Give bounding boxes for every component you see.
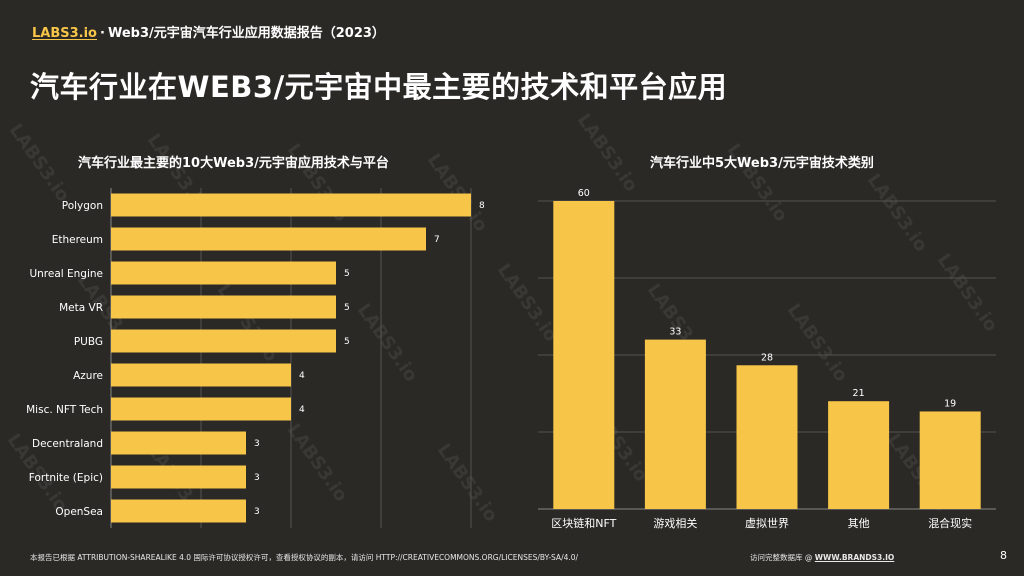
database-link[interactable]: WWW.BRANDS3.IO <box>814 553 895 562</box>
bar <box>111 499 246 523</box>
header-separator: · <box>100 26 105 41</box>
data-label: 4 <box>299 405 305 415</box>
database-prefix: 访问完整数据库 @ <box>750 553 815 562</box>
report-header: LABS3.io · Web3/元宇宙汽车行业应用数据报告（2023） <box>32 22 385 41</box>
bar <box>111 431 246 455</box>
bar <box>111 397 291 421</box>
data-label: 5 <box>344 303 350 313</box>
category-label: 区块链和NFT <box>551 516 616 530</box>
database-note: 访问完整数据库 @ WWW.BRANDS3.IO <box>750 552 894 563</box>
category-label: Azure <box>73 370 103 382</box>
category-label: Decentraland <box>32 438 103 450</box>
page-number: 8 <box>1000 549 1007 562</box>
bar <box>111 363 291 387</box>
bar <box>111 193 471 217</box>
data-label: 4 <box>299 371 305 381</box>
brand-logo-link[interactable]: LABS3.io <box>32 26 97 41</box>
data-label: 3 <box>254 473 260 483</box>
category-label: Unreal Engine <box>29 268 103 280</box>
category-label: 混合现实 <box>928 516 972 530</box>
data-label: 5 <box>344 337 350 347</box>
category-label: Meta VR <box>59 302 103 314</box>
category-label: 游戏相关 <box>653 516 697 530</box>
category-label: 其他 <box>848 517 870 530</box>
bar <box>828 401 890 509</box>
bar <box>919 411 981 509</box>
page-title: 汽车行业在WEB3/元宇宙中最主要的技术和平台应用 <box>30 70 728 104</box>
bar <box>111 227 426 251</box>
bar <box>736 365 798 509</box>
data-label: 8 <box>479 201 485 211</box>
right-chart-title: 汽车行业中5大Web3/元宇宙技术类别 <box>650 156 874 171</box>
data-label: 60 <box>578 188 590 199</box>
bar <box>644 339 706 509</box>
data-label: 3 <box>254 507 260 517</box>
bar <box>111 295 336 319</box>
category-label: Polygon <box>62 200 103 212</box>
bar <box>111 465 246 489</box>
left-chart-title: 汽车行业最主要的10大Web3/元宇宙应用技术与平台 <box>78 156 389 171</box>
category-label: PUBG <box>74 336 103 348</box>
data-label: 7 <box>434 235 440 245</box>
category-label: OpenSea <box>55 506 103 518</box>
category-label: 虚拟世界 <box>745 516 789 530</box>
report-title: Web3/元宇宙汽车行业应用数据报告（2023） <box>107 26 385 41</box>
category-label: Ethereum <box>52 234 103 246</box>
bar <box>553 201 615 509</box>
data-label: 33 <box>669 327 681 338</box>
bar <box>111 329 336 353</box>
category-label: Fortnite (Epic) <box>29 472 103 484</box>
category-label: Misc. NFT Tech <box>26 404 103 416</box>
bar <box>111 261 336 285</box>
data-label: 5 <box>344 269 350 279</box>
data-label: 21 <box>853 388 865 399</box>
license-note: 本报告已根据 ATTRIBUTION-SHAREALIKE 4.0 国际许可协议… <box>30 553 579 562</box>
data-label: 19 <box>944 398 956 409</box>
data-label: 28 <box>761 352 773 363</box>
data-label: 3 <box>254 439 260 449</box>
